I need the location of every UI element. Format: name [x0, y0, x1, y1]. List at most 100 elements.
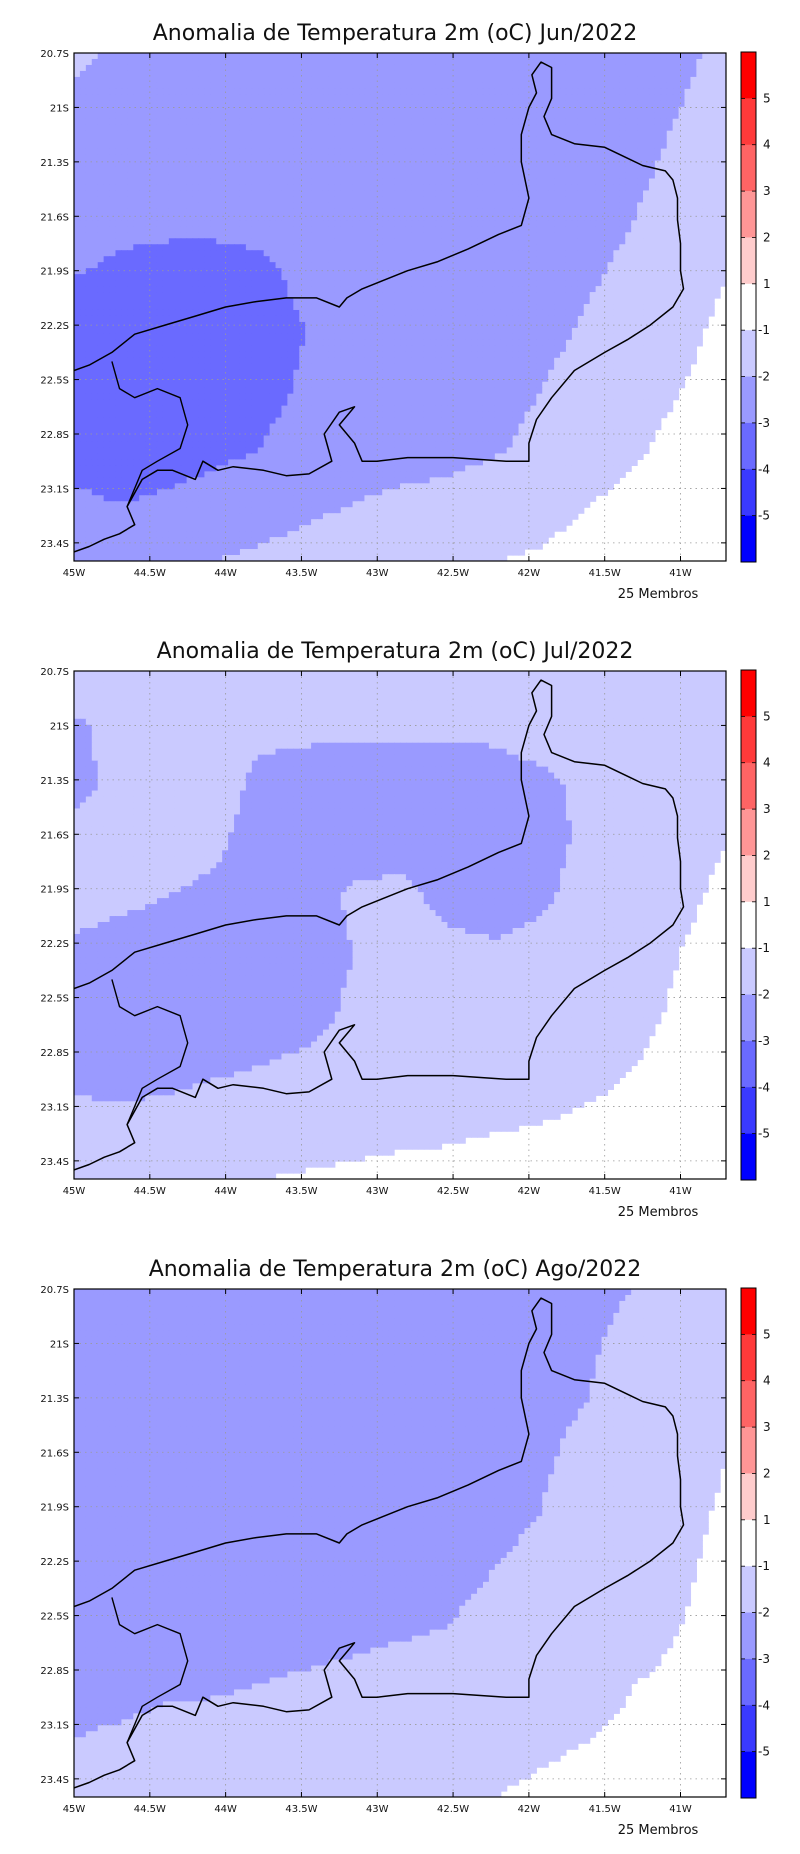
anomaly-cell [263, 88, 271, 96]
anomaly-cell [500, 292, 508, 299]
anomaly-cell [180, 196, 188, 204]
anomaly-cell [411, 268, 419, 275]
anomaly-cell [97, 58, 105, 66]
anomaly-cell [162, 262, 170, 269]
anomaly-cell [263, 256, 271, 263]
anomaly-cell [269, 70, 277, 78]
anomaly-cell [204, 292, 211, 299]
anomaly-cell [103, 196, 111, 204]
anomaly-cell [500, 106, 508, 114]
anomaly-cell [251, 166, 259, 174]
anomaly-cell [317, 100, 324, 108]
anomaly-cell [228, 298, 235, 305]
anomaly-cell [595, 64, 603, 72]
anomaly-cell [275, 148, 283, 156]
anomaly-cell [589, 304, 597, 311]
anomaly-cell [352, 250, 360, 257]
anomaly-cell [447, 64, 454, 72]
anomaly-cell [678, 136, 686, 144]
anomaly-cell [631, 280, 638, 287]
anomaly-cell [423, 315, 431, 323]
anomaly-cell [263, 118, 271, 126]
anomaly-cell [453, 238, 460, 245]
anomaly-cell [583, 88, 591, 96]
anomaly-cell [174, 292, 182, 299]
anomaly-cell [435, 202, 443, 209]
anomaly-cell [156, 298, 164, 305]
anomaly-cell [429, 136, 437, 144]
anomaly-cell [666, 286, 674, 293]
anomaly-cell [500, 220, 508, 227]
anomaly-cell [530, 262, 537, 269]
anomaly-cell [263, 196, 271, 204]
anomaly-cell [648, 172, 656, 180]
anomaly-cell [340, 112, 348, 120]
anomaly-cell [666, 64, 674, 72]
anomaly-cell [595, 130, 603, 138]
anomaly-cell [708, 94, 715, 102]
anomaly-cell [340, 196, 348, 204]
anomaly-cell [666, 94, 674, 102]
anomaly-cell [417, 76, 425, 84]
anomaly-cell [471, 58, 478, 66]
anomaly-cell [388, 53, 395, 60]
anomaly-cell [239, 208, 247, 215]
anomaly-cell [577, 315, 585, 323]
anomaly-cell [518, 166, 526, 174]
anomaly-cell [565, 268, 573, 275]
anomaly-cell [666, 82, 674, 90]
anomaly-cell [702, 178, 709, 186]
anomaly-cell [79, 172, 87, 180]
anomaly-cell [180, 88, 188, 96]
anomaly-cell [263, 202, 271, 209]
anomaly-cell [613, 315, 620, 323]
anomaly-cell [417, 82, 425, 90]
anomaly-cell [720, 172, 726, 180]
anomaly-cell [400, 88, 407, 96]
anomaly-cell [121, 58, 128, 66]
anomaly-cell [79, 148, 87, 156]
anomaly-cell [577, 292, 585, 299]
anomaly-cell [530, 53, 537, 60]
anomaly-cell [352, 220, 360, 227]
anomaly-cell [151, 118, 158, 126]
anomaly-cell [103, 70, 111, 78]
anomaly-cell [293, 130, 300, 138]
anomaly-cell [257, 250, 265, 257]
anomaly-cell [287, 88, 294, 96]
anomaly-cell [429, 172, 437, 180]
anomaly-cell [631, 160, 638, 168]
anomaly-cell [720, 136, 726, 144]
anomaly-cell [376, 196, 383, 204]
anomaly-cell [210, 226, 217, 233]
anomaly-cell [684, 106, 692, 114]
anomaly-cell [328, 238, 336, 245]
anomaly-cell [702, 106, 709, 114]
anomaly-cell [435, 166, 443, 174]
anomaly-cell [85, 58, 93, 66]
anomaly-cell [311, 112, 318, 120]
anomaly-cell [91, 88, 99, 96]
anomaly-cell [145, 58, 152, 66]
anomaly-cell [139, 94, 146, 102]
anomaly-cell [97, 238, 105, 245]
anomaly-cell [216, 58, 223, 66]
anomaly-cell [589, 64, 597, 72]
anomaly-cell [619, 94, 626, 102]
anomaly-cell [328, 196, 336, 204]
anomaly-cell [524, 309, 531, 317]
anomaly-cell [180, 142, 188, 150]
anomaly-cell [85, 214, 93, 221]
anomaly-cell [589, 280, 597, 287]
anomaly-cell [405, 64, 413, 72]
anomaly-cell [684, 262, 692, 269]
anomaly-cell [648, 286, 656, 293]
anomaly-cell [388, 136, 395, 144]
anomaly-cell [311, 70, 318, 78]
anomaly-cell [293, 208, 300, 215]
anomaly-cell [524, 315, 531, 323]
anomaly-cell [577, 220, 585, 227]
anomaly-cell [601, 64, 609, 72]
anomaly-cell [429, 106, 437, 114]
anomaly-cell [311, 64, 318, 72]
